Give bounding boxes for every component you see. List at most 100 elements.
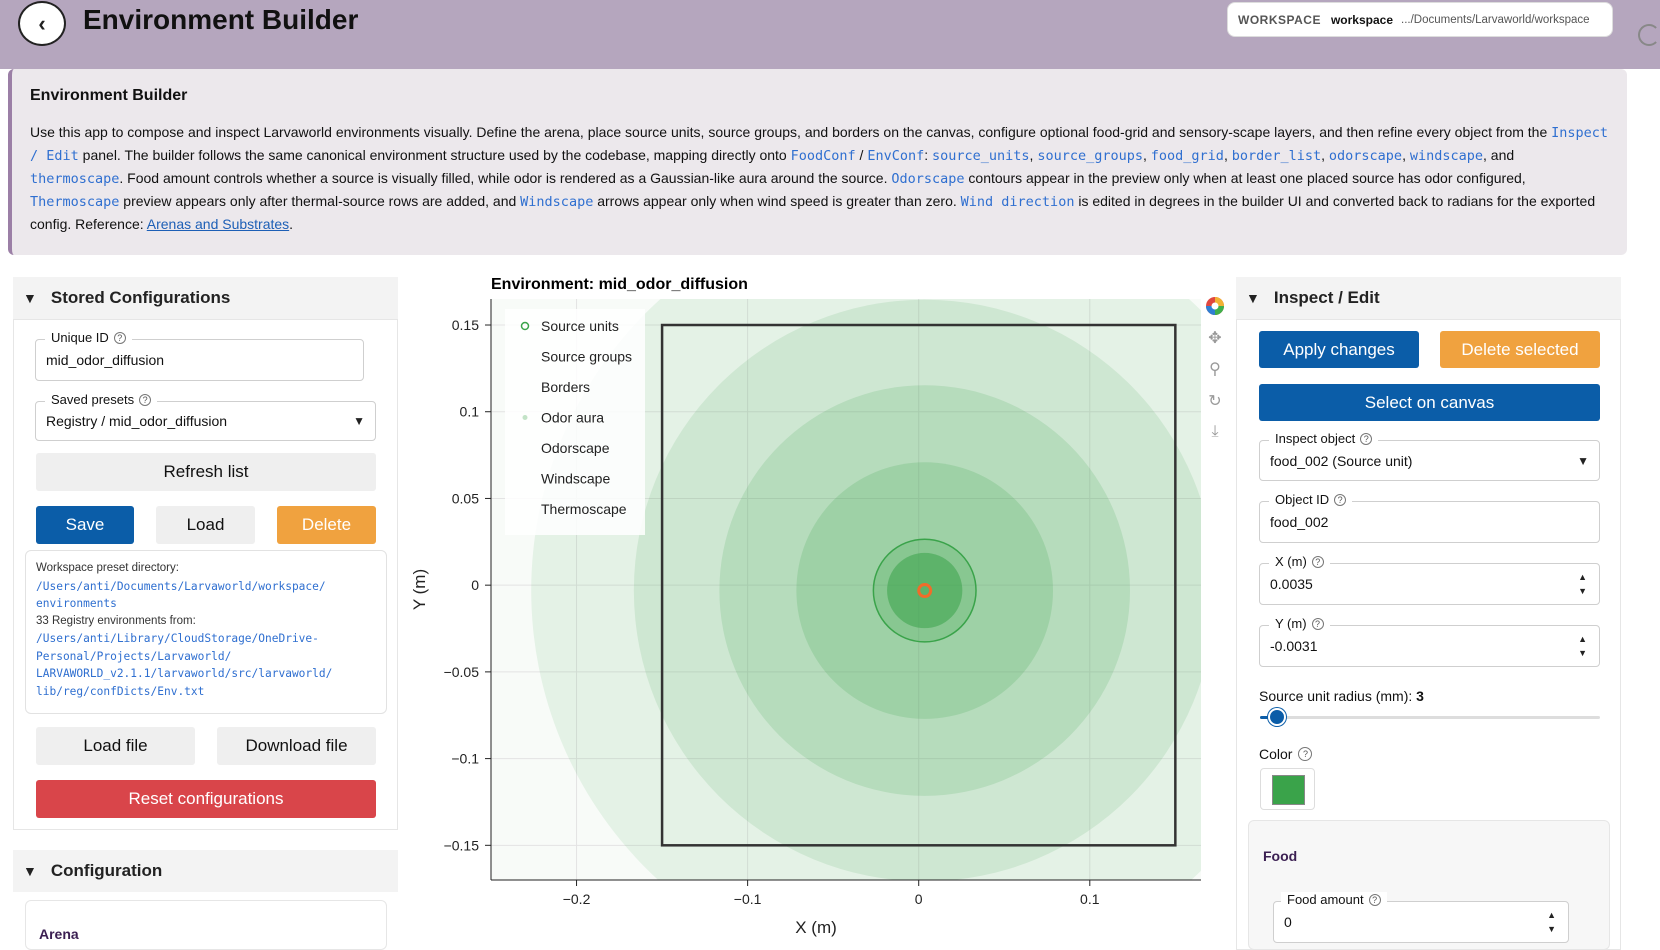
workspace-label: WORKSPACE xyxy=(1238,12,1321,27)
radius-slider-handle[interactable] xyxy=(1268,708,1286,726)
inspect-object-select[interactable]: food_002 (Source unit) ▼ xyxy=(1259,440,1600,481)
inspect-object-value: food_002 (Source unit) xyxy=(1270,452,1413,469)
y-position-input[interactable]: -0.0031 ▲ ▼ xyxy=(1259,625,1600,667)
radius-label-text: Source unit radius (mm): xyxy=(1259,688,1413,704)
environment-preview-chart[interactable]: Environment: mid_odor_diffusion −0.2 −0.1… xyxy=(403,268,1231,950)
y-tick-label: 0.05 xyxy=(452,490,479,506)
odor-aura-ring xyxy=(531,299,1201,880)
help-icon[interactable]: ? xyxy=(139,393,152,406)
collapse-triangle-icon: ▼ xyxy=(23,290,37,306)
help-icon[interactable]: ? xyxy=(1368,893,1381,906)
save-button[interactable]: Save xyxy=(36,506,134,544)
y-position-label-text: Y (m) xyxy=(1275,616,1307,631)
code-source-groups: source_groups xyxy=(1037,148,1143,164)
info-path: Personal/Projects/Larvaworld/ xyxy=(36,649,232,663)
select-on-canvas-button[interactable]: Select on canvas xyxy=(1259,384,1600,421)
color-label-text: Color xyxy=(1259,746,1293,762)
stepper-arrows-icon[interactable]: ▲ ▼ xyxy=(1578,572,1587,596)
desc-segment: Use this app to compose and inspect Larv… xyxy=(30,124,1548,140)
unique-id-input[interactable]: mid_odor_diffusion xyxy=(35,339,364,381)
delete-selected-button[interactable]: Delete selected xyxy=(1440,331,1600,368)
description-text: Use this app to compose and inspect Larv… xyxy=(30,121,1611,235)
info-path: LARVAWORLD_v2.1.1/larvaworld/src/larvawo… xyxy=(36,667,333,680)
info-path: /Users/anti/Library/CloudStorage/OneDriv… xyxy=(36,632,319,645)
y-tick-label: 0 xyxy=(471,577,479,593)
pan-icon[interactable]: ✥ xyxy=(1208,330,1222,347)
help-icon[interactable]: ? xyxy=(1298,747,1313,761)
legend-box xyxy=(505,309,645,535)
y-tick-label: −0.15 xyxy=(444,837,480,853)
help-icon[interactable]: ? xyxy=(1360,432,1373,445)
help-icon[interactable]: ? xyxy=(1311,555,1324,568)
object-id-label: Object ID? xyxy=(1269,492,1353,507)
code-border-list: border_list xyxy=(1231,148,1322,164)
apply-changes-button[interactable]: Apply changes xyxy=(1259,331,1419,368)
inspect-edit-title: Inspect / Edit xyxy=(1273,288,1380,307)
arenas-substrates-link[interactable]: Arenas and Substrates xyxy=(146,216,290,232)
help-icon[interactable]: ? xyxy=(113,331,126,344)
stepper-arrows-icon[interactable]: ▲ ▼ xyxy=(1578,634,1587,658)
help-icon[interactable]: ? xyxy=(1334,493,1347,506)
reset-configurations-button[interactable]: Reset configurations xyxy=(36,780,376,818)
stepper-arrows-icon[interactable]: ▲ ▼ xyxy=(1547,910,1556,934)
desc-segment: panel. The builder follows the same cano… xyxy=(78,147,791,163)
code-wind-direction: Wind direction xyxy=(960,194,1075,210)
environment-plot[interactable]: Environment: mid_odor_diffusion −0.2 −0.1… xyxy=(403,268,1231,950)
dropdown-arrow-icon: ▼ xyxy=(353,414,365,428)
object-id-input[interactable]: food_002 xyxy=(1259,501,1600,543)
legend-item: Source units xyxy=(541,318,619,334)
legend-item: Borders xyxy=(541,379,590,395)
x-position-label-text: X (m) xyxy=(1275,554,1307,569)
radius-slider-track[interactable] xyxy=(1260,716,1600,719)
collapse-triangle-icon: ▼ xyxy=(1246,290,1260,306)
desc-segment: . xyxy=(289,216,294,232)
load-file-button[interactable]: Load file xyxy=(36,727,195,765)
load-button[interactable]: Load xyxy=(156,506,255,544)
x-position-value: 0.0035 xyxy=(1270,576,1313,592)
food-amount-input[interactable]: 0 ▲ ▼ xyxy=(1273,901,1569,943)
back-button[interactable]: ‹ xyxy=(18,1,66,46)
x-tick-label: −0.2 xyxy=(563,891,591,907)
save-icon[interactable]: ⤓ xyxy=(1211,423,1219,440)
desc-segment: / xyxy=(855,147,868,163)
description-panel: Environment Builder Use this app to comp… xyxy=(8,69,1627,255)
configuration-title: Configuration xyxy=(50,861,163,880)
workspace-path: .../Documents/Larvaworld/workspace xyxy=(1401,13,1590,26)
radius-value: 3 xyxy=(1416,688,1424,704)
y-axis-label: Y (m) xyxy=(410,569,429,610)
desc-segment: is edited in degrees in the builder UI a… xyxy=(30,193,1596,232)
y-tick-label: −0.1 xyxy=(451,751,479,767)
food-amount-value: 0 xyxy=(1284,914,1292,930)
desc-segment: , xyxy=(1029,147,1038,163)
bokeh-logo-icon[interactable] xyxy=(1202,293,1228,319)
refresh-list-button[interactable]: Refresh list xyxy=(36,453,376,491)
delete-button[interactable]: Delete xyxy=(277,506,376,544)
help-icon[interactable]: ? xyxy=(1311,617,1324,630)
y-position-label: Y (m)? xyxy=(1269,616,1330,631)
chevron-left-icon: ‹ xyxy=(38,10,46,36)
inspect-edit-header[interactable]: ▼ Inspect / Edit xyxy=(1236,277,1621,319)
arena-section: Arena xyxy=(25,900,387,950)
description-title: Environment Builder xyxy=(30,87,188,104)
download-file-button[interactable]: Download file xyxy=(217,727,376,765)
box-zoom-icon[interactable]: ⚲ xyxy=(1209,361,1221,378)
food-amount-label-text: Food amount xyxy=(1287,892,1364,907)
color-picker[interactable] xyxy=(1260,768,1315,810)
stored-configurations-title: Stored Configurations xyxy=(50,288,231,307)
workspace-indicator: WORKSPACE workspace .../Documents/Larvaw… xyxy=(1227,2,1613,37)
configuration-header[interactable]: ▼ Configuration xyxy=(13,850,398,892)
x-position-input[interactable]: 0.0035 ▲ ▼ xyxy=(1259,563,1600,605)
arena-border xyxy=(660,323,1177,847)
inspect-object-label: Inspect object? xyxy=(1269,431,1379,446)
legend-item: Odorscape xyxy=(541,440,610,456)
reset-icon[interactable]: ↻ xyxy=(1208,393,1222,410)
loading-spinner-icon xyxy=(1638,24,1660,46)
saved-presets-select[interactable]: Registry / mid_odor_diffusion ▼ xyxy=(35,401,376,441)
source-outline-ring xyxy=(872,538,977,643)
code-foodconf: FoodConf xyxy=(790,148,856,164)
stored-configurations-header[interactable]: ▼ Stored Configurations xyxy=(13,277,398,319)
info-line: 33 Registry environments from: xyxy=(36,614,196,627)
desc-segment: , xyxy=(1321,147,1329,163)
code-odorscape: odorscape xyxy=(1328,148,1403,164)
source-body xyxy=(887,552,963,629)
